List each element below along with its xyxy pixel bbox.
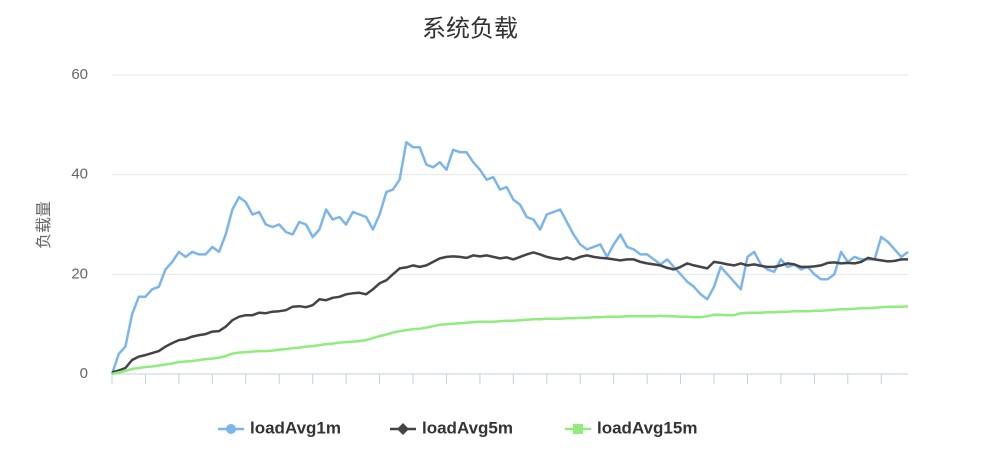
legend-label: loadAvg1m bbox=[250, 418, 341, 437]
legend-marker bbox=[226, 424, 236, 434]
y-tick-label: 60 bbox=[71, 66, 88, 83]
y-tick-label: 0 bbox=[80, 365, 88, 382]
legend-marker bbox=[573, 424, 583, 434]
chart-title: 系统负载 bbox=[422, 15, 518, 42]
legend-marker bbox=[397, 423, 409, 435]
series-line bbox=[110, 141, 909, 375]
y-tick-label: 20 bbox=[71, 265, 88, 282]
series-line bbox=[111, 304, 909, 376]
y-tick-label: 40 bbox=[71, 166, 88, 183]
series-line bbox=[111, 251, 908, 374]
legend-label: loadAvg15m bbox=[597, 418, 697, 437]
y-axis-label: 负载量 bbox=[35, 201, 53, 249]
legend-label: loadAvg5m bbox=[422, 418, 513, 437]
